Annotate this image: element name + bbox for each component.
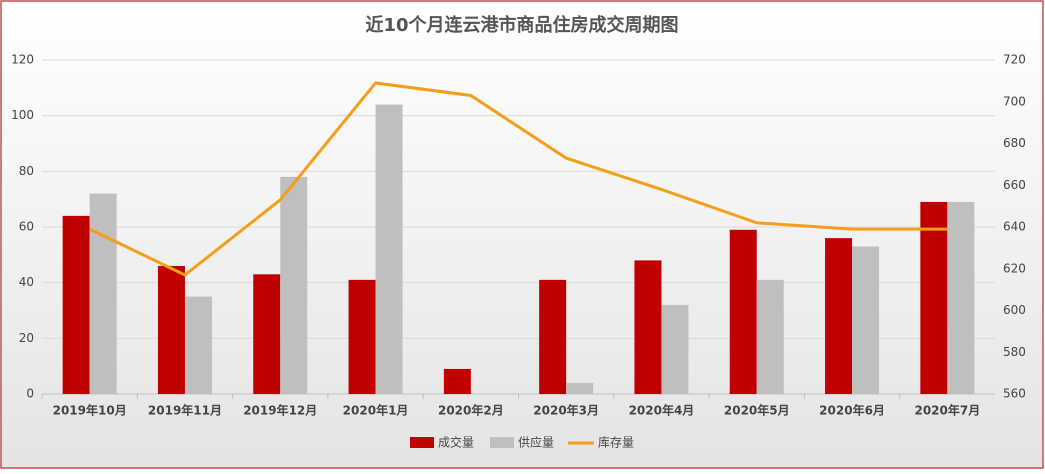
x-tick-label: 2020年2月 xyxy=(438,403,504,418)
x-tick-label: 2020年3月 xyxy=(533,403,599,418)
bar xyxy=(756,279,784,394)
line xyxy=(88,81,948,277)
bar xyxy=(947,201,975,394)
bar xyxy=(825,238,853,394)
bar xyxy=(539,279,567,394)
y2-tick-label: 720 xyxy=(1003,53,1026,67)
y-tick-label: 100 xyxy=(11,108,34,122)
x-tick-label: 2020年4月 xyxy=(629,403,695,418)
bar xyxy=(920,201,948,394)
bar xyxy=(348,279,376,394)
y2-tick-label: 620 xyxy=(1003,261,1026,275)
bar xyxy=(280,176,308,394)
x-tick-label: 2019年11月 xyxy=(148,403,222,418)
y-tick-label: 60 xyxy=(19,220,34,234)
y-tick-label: 120 xyxy=(11,53,34,67)
bar xyxy=(375,104,403,395)
x-tick-label: 2020年1月 xyxy=(343,403,409,418)
bar xyxy=(634,260,662,394)
legend-swatch xyxy=(490,437,514,448)
y-tick-label: 80 xyxy=(19,164,34,178)
bar xyxy=(89,193,117,394)
x-tick-label: 2020年5月 xyxy=(724,403,790,418)
y2-tick-label: 600 xyxy=(1003,303,1026,317)
chart-title: 近10个月连云港市商品住房成交周期图 xyxy=(365,14,678,36)
bar xyxy=(62,215,90,394)
x-tick-label: 2019年12月 xyxy=(243,403,317,418)
y2-tick-label: 680 xyxy=(1003,136,1026,150)
legend-label: 成交量 xyxy=(438,435,474,450)
y2-tick-label: 580 xyxy=(1003,345,1026,359)
y2-tick-label: 700 xyxy=(1003,94,1026,108)
y2-tick-label: 640 xyxy=(1003,220,1026,234)
x-tick-label: 2020年6月 xyxy=(819,403,885,418)
bar xyxy=(253,274,281,394)
y2-tick-label: 560 xyxy=(1003,387,1026,401)
y-tick-label: 40 xyxy=(19,275,34,289)
bar xyxy=(729,229,757,394)
x-tick-label: 2019年10月 xyxy=(53,403,127,418)
bar xyxy=(157,265,185,394)
y-tick-label: 0 xyxy=(26,387,34,401)
x-tick-label: 2020年7月 xyxy=(914,403,980,418)
bar xyxy=(852,246,880,394)
legend-swatch xyxy=(410,437,434,448)
y-tick-label: 20 xyxy=(19,331,34,345)
bar xyxy=(184,296,212,394)
legend-label: 库存量 xyxy=(598,435,634,450)
bar xyxy=(443,368,471,394)
bar xyxy=(566,382,594,394)
y2-tick-label: 660 xyxy=(1003,178,1026,192)
legend-label: 供应量 xyxy=(518,435,554,450)
bar xyxy=(661,304,689,394)
